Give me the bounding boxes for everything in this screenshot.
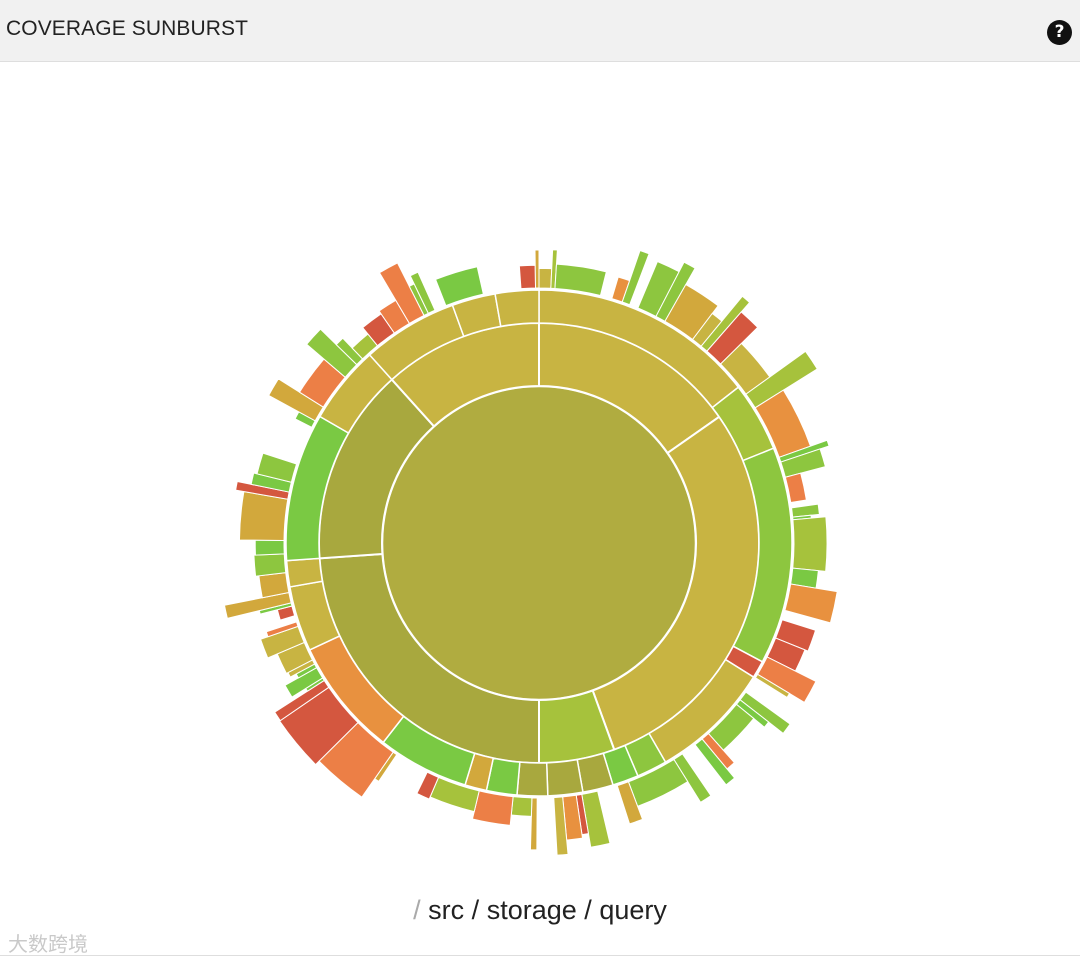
sunburst-file-18[interactable] (784, 472, 807, 504)
sunburst-file-71[interactable] (238, 491, 289, 541)
sunburst-node-8[interactable] (545, 758, 584, 797)
sunburst-file-91[interactable] (518, 264, 537, 290)
sunburst-file-48[interactable] (510, 796, 533, 817)
sunburst-file-63[interactable] (265, 621, 299, 638)
sunburst-file-45[interactable] (553, 796, 569, 856)
breadcrumb-separator: / (471, 895, 480, 925)
sunburst-file-2[interactable] (554, 263, 607, 297)
coverage-sunburst-chart[interactable] (0, 62, 1080, 892)
footer-divider (0, 955, 1080, 956)
sunburst-ring-4 (223, 249, 838, 856)
sunburst-file-49[interactable] (471, 790, 514, 826)
sunburst-file-40[interactable] (616, 781, 644, 825)
sunburst-file-29[interactable] (754, 673, 791, 699)
sunburst-file-24[interactable] (784, 583, 838, 624)
breadcrumb-item-storage[interactable]: storage (486, 895, 577, 925)
sunburst-file-92[interactable] (534, 249, 540, 289)
sunburst-file-70[interactable] (254, 539, 285, 556)
sunburst-file-86[interactable] (409, 271, 436, 314)
sunburst-file-88[interactable] (434, 266, 484, 307)
breadcrumb-item-query[interactable]: query (599, 895, 667, 925)
watermark-logo: 大数跨境 (8, 932, 88, 956)
question-circle-icon[interactable]: ? (1047, 20, 1072, 45)
sunburst-file-0[interactable] (538, 267, 553, 289)
sunburst-ring-2 (318, 321, 760, 765)
sunburst-file-35[interactable] (694, 738, 736, 786)
sunburst-file-5[interactable] (621, 249, 650, 306)
sunburst-ring-3 (285, 289, 793, 797)
sunburst-file-74[interactable] (256, 452, 298, 483)
breadcrumb: / src / storage / query (0, 895, 1080, 926)
sunburst-node-20[interactable] (494, 289, 540, 328)
sunburst-file-20[interactable] (791, 503, 820, 518)
breadcrumb-separator: / (584, 895, 592, 925)
breadcrumb-item-src[interactable]: src (428, 895, 465, 925)
breadcrumb-root-separator[interactable]: / (413, 895, 421, 925)
page-title: COVERAGE SUNBURST (6, 17, 249, 40)
sunburst-node-15[interactable] (285, 557, 324, 588)
sunburst-node-9[interactable] (516, 761, 549, 797)
sunburst-file-51[interactable] (416, 771, 440, 800)
header-bar: COVERAGE SUNBURST ? (0, 0, 1080, 62)
sunburst-file-22[interactable] (792, 516, 828, 572)
sunburst-ring-1 (380, 384, 698, 702)
sunburst-file-69[interactable] (253, 553, 287, 577)
sunburst-center-query[interactable] (380, 384, 698, 702)
